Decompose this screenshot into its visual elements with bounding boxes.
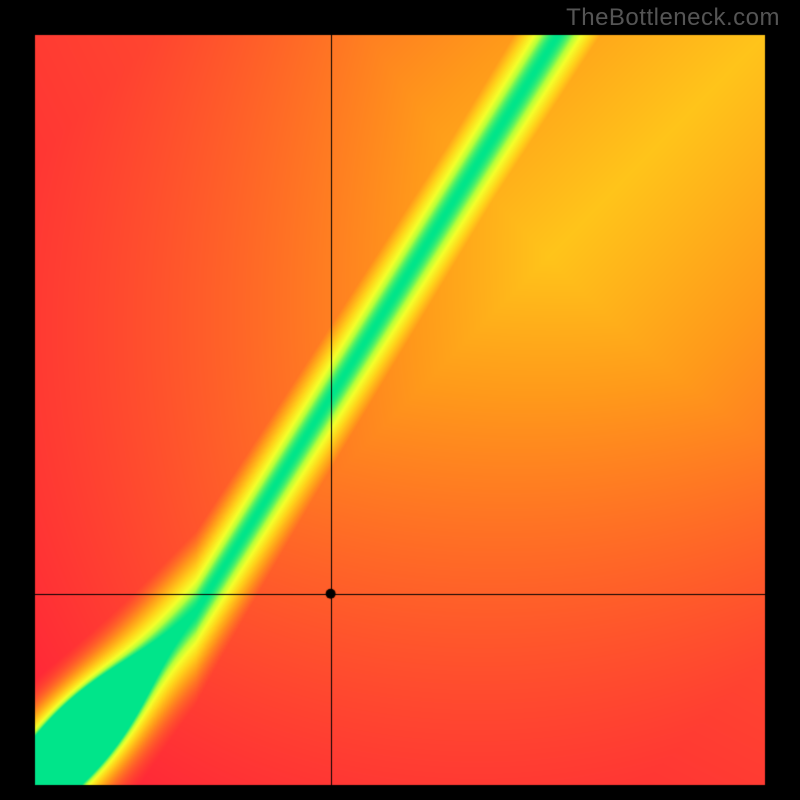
chart-container: TheBottleneck.com [0,0,800,800]
watermark-text: TheBottleneck.com [566,4,780,32]
bottleneck-heatmap [0,0,800,800]
